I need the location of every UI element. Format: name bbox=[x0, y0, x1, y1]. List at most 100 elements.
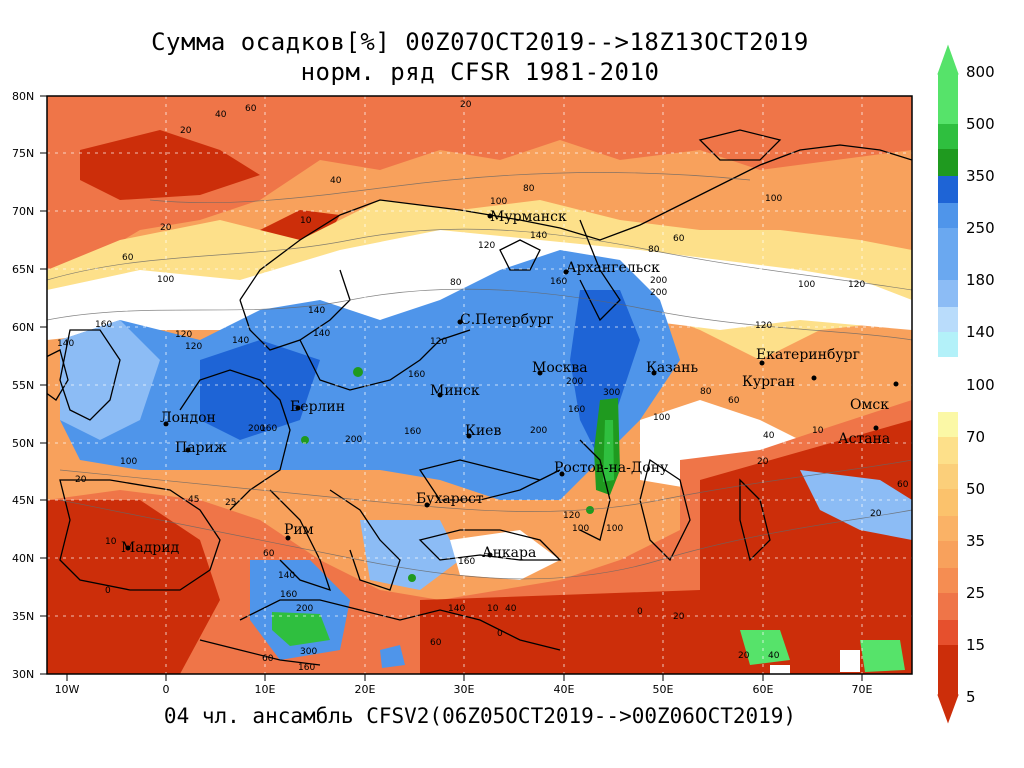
lat-label: 35N bbox=[12, 610, 34, 623]
lon-label: 50E bbox=[653, 683, 674, 696]
colorbar-bin bbox=[938, 541, 958, 568]
contour-label: 200 bbox=[345, 435, 362, 445]
map-title: Сумма осадков[%] 00Z07OCT2019-->18Z13OCT… bbox=[151, 28, 809, 56]
colorbar-bin bbox=[938, 203, 958, 228]
colorbar-label: 180 bbox=[966, 271, 995, 289]
city-label: Рим bbox=[284, 522, 314, 538]
city-dot bbox=[873, 425, 879, 431]
lat-label: 30N bbox=[12, 668, 34, 681]
colorbar-bottom-arrow bbox=[937, 694, 959, 724]
contour-label: 20 bbox=[870, 509, 882, 519]
contour-label: 140 bbox=[313, 329, 330, 339]
contour-label: 10 bbox=[487, 604, 499, 614]
contour-label: 20 bbox=[75, 475, 87, 485]
lon-label: 20E bbox=[355, 683, 376, 696]
contour-label: 60 bbox=[263, 549, 275, 559]
contour-label: 160 bbox=[408, 370, 425, 380]
colorbar-bin bbox=[938, 228, 958, 280]
city-label: Ростов-на-Дону bbox=[554, 460, 669, 476]
city-dot bbox=[163, 421, 169, 427]
city-label: Курган bbox=[742, 374, 795, 390]
contour-label: 100 bbox=[606, 524, 623, 534]
lat-label: 40N bbox=[12, 552, 34, 565]
colorbar-bin bbox=[938, 412, 958, 437]
city-label: Бухарест bbox=[416, 491, 484, 507]
contour-label: 120 bbox=[563, 511, 580, 521]
city-dot bbox=[457, 319, 463, 325]
contour-label: 0 bbox=[637, 607, 643, 617]
city-dot bbox=[437, 392, 443, 398]
city-label: Париж bbox=[175, 440, 227, 456]
city-dot bbox=[563, 269, 569, 275]
colorbar-label: 100 bbox=[966, 376, 995, 394]
colorbar-label: 140 bbox=[966, 323, 995, 341]
colorbar-bin bbox=[938, 568, 958, 593]
city-dot bbox=[537, 370, 543, 376]
colorbar-bin bbox=[938, 516, 958, 541]
contour-label: 40 bbox=[330, 176, 342, 186]
city-label: Анкара bbox=[482, 545, 536, 561]
lat-label: 75N bbox=[12, 147, 34, 160]
contour-label: 160 bbox=[404, 427, 421, 437]
colorbar-bin bbox=[938, 437, 958, 464]
colorbar-label: 500 bbox=[966, 115, 995, 133]
contour-label: 0 bbox=[105, 586, 111, 596]
contour-label: 200 bbox=[296, 604, 313, 614]
contour-label: 120 bbox=[755, 321, 772, 331]
colorbar-label: 800 bbox=[966, 63, 995, 81]
contour-label: 100 bbox=[120, 457, 137, 467]
contour-label: 80 bbox=[450, 278, 462, 288]
contour-label: 25 bbox=[225, 498, 236, 508]
contour-label: 20 bbox=[738, 651, 750, 661]
city-dot bbox=[487, 552, 493, 558]
contour-label: 140 bbox=[278, 571, 295, 581]
contour-label: 300 bbox=[300, 647, 317, 657]
contour-label: 60 bbox=[673, 234, 685, 244]
city-label: Омск bbox=[850, 397, 889, 413]
contour-label: 120 bbox=[185, 342, 202, 352]
lon-label: 30E bbox=[454, 683, 475, 696]
lat-label: 55N bbox=[12, 379, 34, 392]
contour-label: 200 bbox=[530, 426, 547, 436]
contour-label: 120 bbox=[175, 330, 192, 340]
coastlines bbox=[47, 129, 912, 666]
city-dot bbox=[424, 502, 430, 508]
colorbar-bin bbox=[938, 307, 958, 332]
city-label: Берлин bbox=[290, 399, 345, 415]
contour-label: 45 bbox=[188, 495, 199, 505]
lon-label: 60E bbox=[753, 683, 774, 696]
colorbar-label: 50 bbox=[966, 480, 986, 498]
graticule bbox=[47, 96, 912, 674]
city-label: Минск bbox=[430, 383, 480, 399]
colorbar-bin bbox=[938, 149, 958, 176]
city-label: Киев bbox=[465, 423, 501, 439]
city-dot bbox=[811, 375, 817, 381]
contour-label: 200 bbox=[248, 424, 265, 434]
contour-lines bbox=[47, 172, 912, 580]
lat-label: 50N bbox=[12, 437, 34, 450]
colorbar bbox=[937, 44, 959, 724]
contour-label: 60 bbox=[122, 253, 134, 263]
colorbar-bin bbox=[938, 280, 958, 307]
city-label: Казань bbox=[646, 360, 698, 376]
city-dot bbox=[125, 545, 131, 551]
contour-label: 0 bbox=[497, 629, 503, 639]
colorbar-bin bbox=[938, 593, 958, 620]
lon-label: 70E bbox=[852, 683, 873, 696]
contour-label: 20 bbox=[673, 612, 685, 622]
city-label: Мурманск bbox=[490, 209, 567, 225]
latitude-axis: 80N 75N 70N 65N 60N 55N 50N 45N 40N 35N … bbox=[12, 90, 47, 681]
colorbar-label: 35 bbox=[966, 532, 986, 550]
lat-label: 80N bbox=[12, 90, 34, 103]
city-label: Екатеринбург bbox=[756, 347, 860, 363]
contour-label: 140 bbox=[448, 604, 465, 614]
colorbar-label: 350 bbox=[966, 167, 995, 185]
contour-label: 200 bbox=[566, 377, 583, 387]
colorbar-bin bbox=[938, 645, 958, 695]
contour-label: 60 bbox=[728, 396, 740, 406]
contour-label: 100 bbox=[490, 197, 507, 207]
lat-label: 60N bbox=[12, 321, 34, 334]
colorbar-label: 70 bbox=[966, 428, 986, 446]
contour-label: 10 bbox=[300, 216, 312, 226]
contour-label: 200 bbox=[650, 276, 667, 286]
